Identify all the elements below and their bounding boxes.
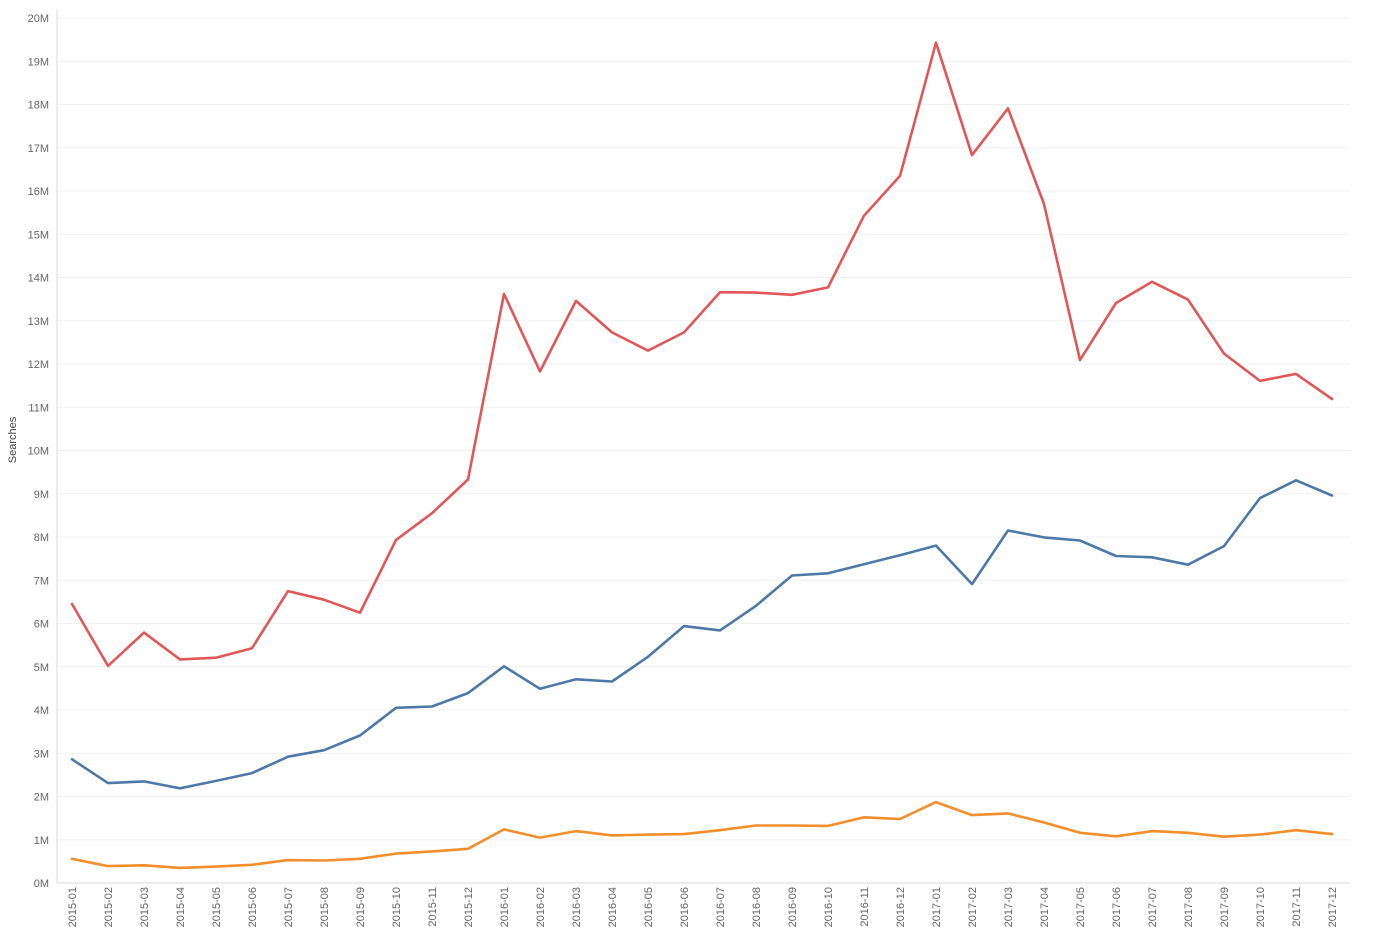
y-tick-label: 20M — [28, 13, 49, 25]
x-tick-label: 2017-01 — [931, 887, 943, 927]
x-tick-label: 2017-10 — [1255, 887, 1267, 927]
x-tick-label: 2015-01 — [67, 887, 79, 927]
x-tick-label: 2015-07 — [283, 887, 295, 927]
y-tick-label: 15M — [28, 229, 49, 241]
y-tick-label: 10M — [28, 446, 49, 458]
x-tick-label: 2016-02 — [535, 887, 547, 927]
x-tick-label: 2016-01 — [499, 887, 511, 927]
x-tick-label: 2016-10 — [823, 887, 835, 927]
x-axis-ticks: 2015-01 2015-02 2015-03 2015-04 2015-05 2015-… — [67, 887, 1339, 927]
x-tick-label: 2017-09 — [1219, 887, 1231, 927]
x-tick-label: 2015-09 — [355, 887, 367, 927]
y-tick-label: 5M — [34, 662, 49, 674]
x-tick-label: 2017-12 — [1327, 887, 1339, 927]
x-tick-label: 2015-12 — [463, 887, 475, 927]
y-tick-label: 0M — [34, 878, 49, 890]
x-tick-label: 2015-06 — [247, 887, 259, 927]
y-tick-label: 1M — [34, 835, 49, 847]
y-tick-label: 2M — [34, 792, 49, 804]
x-tick-label: 2017-02 — [967, 887, 979, 927]
series-line-2 — [70, 478, 1334, 790]
x-tick-label: 2016-04 — [607, 887, 619, 927]
y-tick-label: 17M — [28, 143, 49, 155]
series-lines — [70, 41, 1334, 870]
x-tick-label: 2015-11 — [427, 887, 439, 927]
x-tick-label: 2016-09 — [787, 887, 799, 927]
x-tick-label: 2015-05 — [211, 887, 223, 927]
x-tick-label: 2016-11 — [859, 887, 871, 927]
x-tick-label: 2015-08 — [319, 887, 331, 927]
y-axis-label: Searches — [7, 416, 19, 463]
x-tick-label: 2017-06 — [1111, 887, 1123, 927]
x-tick-label: 2017-05 — [1075, 887, 1087, 927]
y-tick-label: 9M — [34, 489, 49, 501]
axes — [56, 10, 1350, 884]
y-tick-label: 13M — [28, 316, 49, 328]
y-tick-label: 4M — [34, 705, 49, 717]
x-tick-label: 2015-03 — [139, 887, 151, 927]
x-tick-label: 2017-04 — [1039, 887, 1051, 927]
y-tick-label: 7M — [34, 575, 49, 587]
x-tick-label: 2016-05 — [643, 887, 655, 927]
x-tick-label: 2017-03 — [1003, 887, 1015, 927]
x-tick-label: 2015-04 — [175, 887, 187, 927]
x-tick-label: 2016-06 — [679, 887, 691, 927]
y-tick-label: 19M — [28, 56, 49, 68]
y-tick-label: 16M — [28, 186, 49, 198]
series-line-3 — [70, 800, 1334, 870]
y-tick-label: 12M — [28, 359, 49, 371]
y-tick-label: 18M — [28, 100, 49, 112]
x-tick-label: 2016-12 — [895, 887, 907, 927]
series-line-1 — [70, 41, 1334, 668]
y-axis-ticks: 0M 1M 2M 3M 4M 5M 6M 7M 8M 9M 10M 11M 12M 13M 14M 15M 16… — [28, 13, 49, 890]
gridlines — [57, 17, 1350, 841]
x-tick-label: 2015-10 — [391, 887, 403, 927]
x-tick-label: 2017-07 — [1147, 887, 1159, 927]
x-tick-label: 2016-08 — [751, 887, 763, 927]
y-tick-label: 8M — [34, 532, 49, 544]
y-tick-label: 3M — [34, 748, 49, 760]
x-tick-label: 2015-02 — [103, 887, 115, 927]
y-tick-label: 14M — [28, 273, 49, 285]
y-tick-label: 6M — [34, 619, 49, 631]
x-tick-label: 2017-08 — [1183, 887, 1195, 927]
x-tick-label: 2016-07 — [715, 887, 727, 927]
y-tick-label: 11M — [28, 402, 49, 414]
x-tick-label: 2016-03 — [571, 887, 583, 927]
x-tick-label: 2017-11 — [1291, 887, 1303, 927]
